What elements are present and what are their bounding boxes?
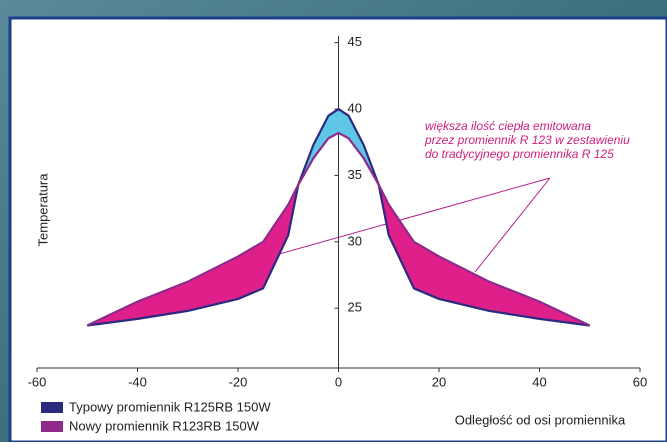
y-tick-label: 25 [348,300,362,315]
x-tick-label: -20 [229,374,248,389]
y-tick-label: 35 [348,167,362,182]
legend-label: Typowy promiennik R125RB 150W [69,399,271,414]
x-tick-label: 60 [633,374,647,389]
legend-swatch [41,402,63,413]
y-tick-label: 40 [348,100,362,115]
x-tick-label: -60 [28,374,47,389]
legend-label: Nowy promiennik R123RB 150W [69,418,260,433]
chart: większa ilość ciepła emitowana przez pro… [0,0,667,442]
y-tick-label: 30 [348,233,362,248]
x-axis-label: Odległość od osi promiennika [455,412,626,427]
annotation: przez promiennik R 123 w zestawieniu [424,133,630,147]
x-tick-label: 40 [532,374,546,389]
y-axis-label: Temperatura [35,173,50,247]
annotation: większa ilość ciepła emitowana [425,119,591,133]
x-tick-label: 0 [335,374,342,389]
x-tick-label: 20 [432,374,446,389]
annotation: do tradycyjnego promiennika R 125 [425,147,614,161]
legend-swatch [41,421,63,432]
x-tick-label: -40 [128,374,147,389]
page: większa ilość ciepła emitowana przez pro… [0,0,667,447]
y-tick-label: 45 [348,34,362,49]
